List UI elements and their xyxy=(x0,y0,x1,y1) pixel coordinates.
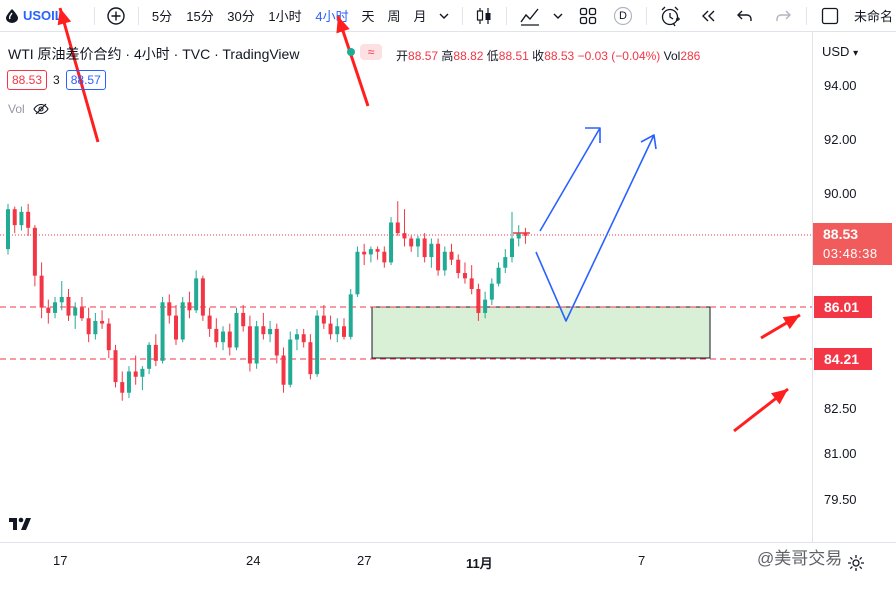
undo-icon xyxy=(737,10,752,21)
volume-indicator-legend: Vol xyxy=(8,102,49,116)
eye-hidden-icon[interactable] xyxy=(33,102,49,116)
change-value: −0.03 (−0.04%) xyxy=(577,49,661,63)
buy-price-button[interactable]: 88.57 xyxy=(65,70,106,90)
alert-button[interactable] xyxy=(658,0,682,31)
templates-button[interactable] xyxy=(576,0,600,31)
market-status-badge[interactable]: ≈ xyxy=(360,44,382,60)
redo-button[interactable] xyxy=(772,0,794,31)
divider xyxy=(806,7,807,25)
currency-selector[interactable]: USD ▾ xyxy=(822,44,858,59)
watermark: @美哥交易 xyxy=(757,549,843,568)
square-icon xyxy=(821,7,839,24)
price-tick-label: 79.50 xyxy=(824,492,857,507)
timeframe-1h[interactable]: 1小时 xyxy=(268,9,302,24)
low-value: 88.51 xyxy=(498,49,529,63)
spread-value: 3 xyxy=(53,73,60,87)
timeframe-1m[interactable]: 月 xyxy=(413,9,427,24)
indicators-icon xyxy=(520,8,539,26)
alarm-clock-icon xyxy=(661,6,680,26)
bid-ask-boxes: 88.53 3 88.57 xyxy=(7,70,106,90)
indicators-button[interactable] xyxy=(518,0,542,31)
settings-gear-icon[interactable] xyxy=(846,553,866,573)
timeframe-1w[interactable]: 周 xyxy=(387,9,401,24)
time-tick-label: 24 xyxy=(246,553,261,568)
divider xyxy=(94,7,95,25)
time-axis[interactable] xyxy=(0,542,896,593)
circle-badge-icon xyxy=(613,6,633,25)
badge-letter: D xyxy=(619,9,627,22)
price-tick-label: 81.00 xyxy=(824,446,857,461)
price-tick-label: 90.00 xyxy=(824,186,857,201)
open-label: 开 xyxy=(396,49,409,63)
current-price-tag: 88.53 03:48:38 xyxy=(813,223,892,265)
compare-symbol-button[interactable] xyxy=(104,0,128,31)
ohlc-values: 开88.57 高88.82 低88.51 收88.53 −0.03 (−0.04… xyxy=(396,47,700,64)
high-value: 88.82 xyxy=(453,49,484,63)
indicators-dropdown[interactable] xyxy=(550,0,566,31)
tradingview-logo-icon[interactable] xyxy=(8,512,34,534)
market-open-indicator xyxy=(347,48,355,56)
timeframe-30m[interactable]: 30分 xyxy=(227,9,255,24)
timeframe-15m[interactable]: 15分 xyxy=(186,9,214,24)
layout-name[interactable]: 未命名 xyxy=(854,9,894,24)
close-label: 收 xyxy=(532,49,545,63)
chart-type-button[interactable] xyxy=(472,0,496,31)
volume-label: Vol xyxy=(663,49,681,63)
currency-label: USD xyxy=(822,44,850,59)
plus-circle-icon xyxy=(107,6,125,25)
grid-icon xyxy=(579,7,597,24)
level-low-tag: 84.21 xyxy=(814,348,872,370)
time-tick-label: 11月 xyxy=(466,556,493,571)
symbol-legend-title: WTI 原油差价合约 · 4小时 · TVC · TradingView xyxy=(8,46,300,62)
time-tick-label: 17 xyxy=(53,553,68,568)
replay-button[interactable] xyxy=(698,0,720,31)
volume-value: 286 xyxy=(680,49,701,63)
timeframe-5m[interactable]: 5分 xyxy=(151,9,173,24)
timeframe-1d[interactable]: 天 xyxy=(361,9,375,24)
timeframe-4h[interactable]: 4小时 xyxy=(315,9,349,24)
symbol-label: USOIL xyxy=(23,8,63,23)
divider xyxy=(646,7,647,25)
redo-icon xyxy=(776,10,791,21)
rewind-icon xyxy=(702,10,715,21)
divider xyxy=(462,7,463,25)
time-tick-label: 27 xyxy=(357,553,372,568)
high-label: 高 xyxy=(441,49,454,63)
time-tick-label: 7 xyxy=(638,553,646,568)
dividends-badge-button[interactable]: D xyxy=(612,0,634,31)
price-tick-label: 94.00 xyxy=(824,78,857,93)
close-value: 88.53 xyxy=(544,49,575,63)
oil-drop-icon xyxy=(6,8,18,23)
open-value: 88.57 xyxy=(408,49,439,63)
price-tick-label: 82.50 xyxy=(824,401,857,416)
price-tick-label: 92.00 xyxy=(824,132,857,147)
chevron-down-icon xyxy=(553,13,563,19)
timeframe-dropdown[interactable] xyxy=(436,0,452,31)
layout-checkbox[interactable] xyxy=(818,0,842,31)
divider xyxy=(138,7,139,25)
level-high-tag: 86.01 xyxy=(814,296,872,318)
undo-button[interactable] xyxy=(734,0,756,31)
current-price: 88.53 xyxy=(823,226,859,242)
chart-pane[interactable] xyxy=(0,32,812,542)
candles-icon xyxy=(476,7,491,24)
symbol-search-button[interactable]: USOIL xyxy=(6,0,63,31)
price-axis[interactable] xyxy=(812,32,896,542)
bar-countdown: 03:48:38 xyxy=(823,246,878,261)
volume-indicator-label: Vol xyxy=(8,102,25,116)
chevron-down-icon xyxy=(439,13,449,19)
top-toolbar: USOIL 5分 15分 30分 1小时 4小时 天 周 月 D xyxy=(0,0,896,32)
sell-price-button[interactable]: 88.53 xyxy=(7,70,48,90)
chevron-down-icon: ▾ xyxy=(853,48,859,59)
divider xyxy=(506,7,507,25)
low-label: 低 xyxy=(486,49,499,63)
